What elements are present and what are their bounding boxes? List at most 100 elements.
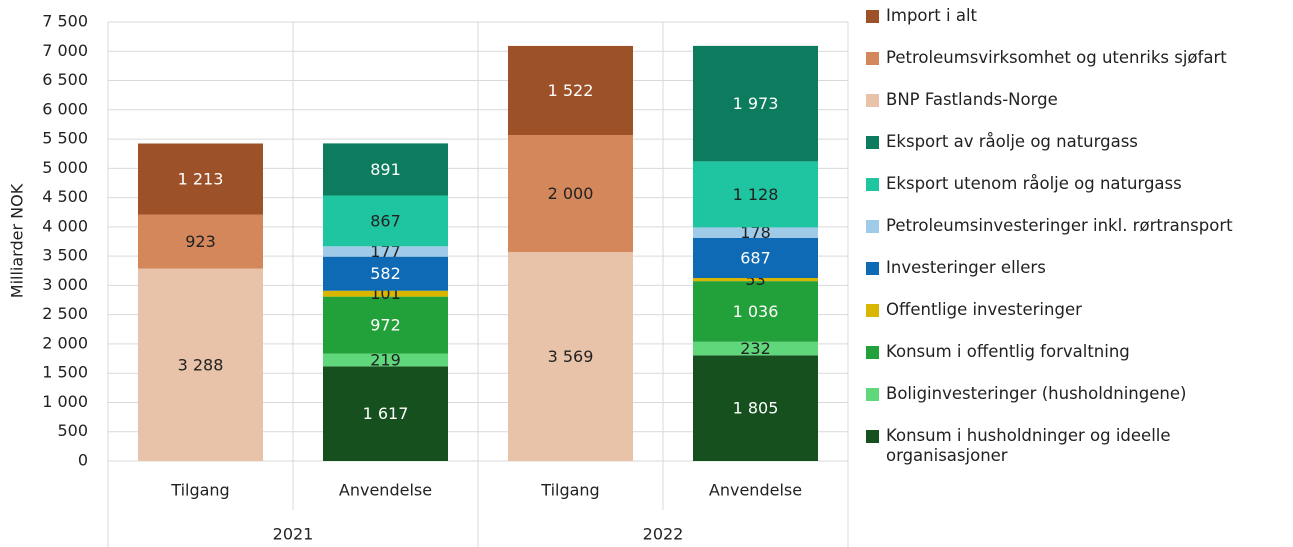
legend-swatch [866, 10, 879, 23]
legend-label: BNP Fastlands-Norge [886, 90, 1058, 109]
legend-label: Investeringer ellers [886, 258, 1046, 277]
legend-swatch [866, 262, 879, 275]
bar-segment [508, 45, 633, 136]
y-tick-label: 5 000 [42, 158, 88, 177]
bar-segment [323, 246, 448, 257]
data-label: 3 288 [178, 355, 224, 374]
y-tick-label: 2 000 [42, 333, 88, 352]
data-label: 891 [370, 160, 401, 179]
bar-segment [693, 45, 818, 162]
y-tick-label: 7 000 [42, 41, 88, 60]
legend: Import i alt Petroleumsvirksomhet og uten… [866, 6, 1286, 468]
legend-item: Petroleumsinvesteringer inkl. rørtranspo… [866, 216, 1286, 258]
legend-item: Eksport utenom råolje og naturgass [866, 174, 1286, 216]
y-tick-label: 5 500 [42, 129, 88, 148]
legend-swatch [866, 430, 879, 443]
data-label: 232 [740, 339, 771, 358]
legend-item: Konsum i husholdninger og ideelle organi… [866, 426, 1286, 468]
legend-label: Offentlige investeringer [886, 300, 1082, 319]
bar-segment [323, 366, 448, 461]
x-tick-label: Tilgang [540, 481, 599, 500]
legend-swatch [866, 94, 879, 107]
legend-label: Eksport utenom råolje og naturgass [886, 174, 1182, 193]
legend-swatch [866, 136, 879, 149]
bar-segment [508, 135, 633, 253]
data-label: 178 [740, 223, 771, 242]
data-label: 1 973 [733, 94, 779, 113]
data-label: 2 000 [548, 184, 594, 203]
y-tick-label: 4 500 [42, 187, 88, 206]
x-tick-label: Tilgang [170, 481, 229, 500]
legend-label: Boliginvesteringer (husholdningene) [886, 384, 1187, 403]
chart: Milliarder NOK 0 500 1 000 1 500 2 000 2 500 3… [8, 12, 849, 547]
legend-label: Konsum i husholdninger og ideelle organi… [886, 426, 1171, 465]
bar-segment [323, 290, 448, 297]
bar-segment [138, 268, 263, 461]
x-tick-label: Anvendelse [339, 481, 432, 500]
group-label: 2022 [643, 525, 684, 544]
y-tick-label: 0 [78, 451, 88, 470]
legend-label: Eksport av råolje og naturgass [886, 132, 1138, 151]
data-label: 1 213 [178, 170, 224, 189]
legend-item: Eksport av råolje og naturgass [866, 132, 1286, 174]
legend-item: Import i alt [866, 6, 1286, 48]
legend-item: Offentlige investeringer [866, 300, 1286, 342]
bar-segment [323, 256, 448, 291]
data-label: 923 [185, 232, 216, 251]
data-label: 1 617 [363, 404, 409, 423]
y-tick-label: 1 000 [42, 392, 88, 411]
legend-item: Boliginvesteringer (husholdningene) [866, 384, 1286, 426]
y-tick-label: 3 000 [42, 275, 88, 294]
bar-segment [693, 237, 818, 279]
legend-swatch [866, 346, 879, 359]
legend-item: Investeringer ellers [866, 258, 1286, 300]
legend-swatch [866, 304, 879, 317]
y-tick-label: 4 000 [42, 216, 88, 235]
data-label: 1 128 [733, 185, 779, 204]
bar-segment [693, 161, 818, 228]
group-label: 2021 [273, 525, 314, 544]
legend-item: BNP Fastlands-Norge [866, 90, 1286, 132]
legend-swatch [866, 52, 879, 65]
data-label: 972 [370, 316, 401, 335]
bar-segment [693, 278, 818, 282]
legend-item: Petroleumsvirksomhet og utenriks sjøfart [866, 48, 1286, 90]
bar-segment [138, 214, 263, 269]
legend-label: Petroleumsvirksomhet og utenriks sjøfart [886, 48, 1227, 67]
bar-segment [693, 355, 818, 461]
data-label: 867 [370, 211, 401, 230]
data-label: 219 [370, 350, 401, 369]
legend-swatch [866, 388, 879, 401]
y-tick-label: 7 500 [42, 12, 88, 31]
data-label: 1 036 [733, 302, 779, 321]
legend-label: Konsum i offentlig forvaltning [886, 342, 1130, 361]
legend-label: Import i alt [886, 6, 977, 25]
bar-segment [323, 195, 448, 247]
y-tick-label: 500 [57, 421, 88, 440]
data-label: 582 [370, 264, 401, 283]
bar-segment [693, 227, 818, 238]
bar-segment [693, 341, 818, 356]
y-tick-label: 3 500 [42, 246, 88, 265]
x-tick-label: Anvendelse [709, 481, 802, 500]
y-tick-label: 2 500 [42, 304, 88, 323]
legend-item: Konsum i offentlig forvaltning [866, 342, 1286, 384]
legend-swatch [866, 178, 879, 191]
y-axis-label: Milliarder NOK [8, 183, 27, 298]
data-label: 687 [740, 248, 771, 267]
legend-label: Petroleumsinvesteringer inkl. rørtranspo… [886, 216, 1233, 235]
data-label: 1 522 [548, 81, 594, 100]
y-tick-label: 6 500 [42, 70, 88, 89]
data-label: 3 569 [548, 347, 594, 366]
y-tick-label: 1 500 [42, 363, 88, 382]
data-label: 177 [370, 242, 401, 261]
bar-segment [323, 143, 448, 196]
legend-swatch [866, 220, 879, 233]
bar-segment [693, 281, 818, 342]
bar-segment [323, 296, 448, 354]
data-label: 1 805 [733, 399, 779, 418]
y-tick-label: 6 000 [42, 99, 88, 118]
bar-segment [508, 252, 633, 461]
bar-segment [323, 353, 448, 367]
